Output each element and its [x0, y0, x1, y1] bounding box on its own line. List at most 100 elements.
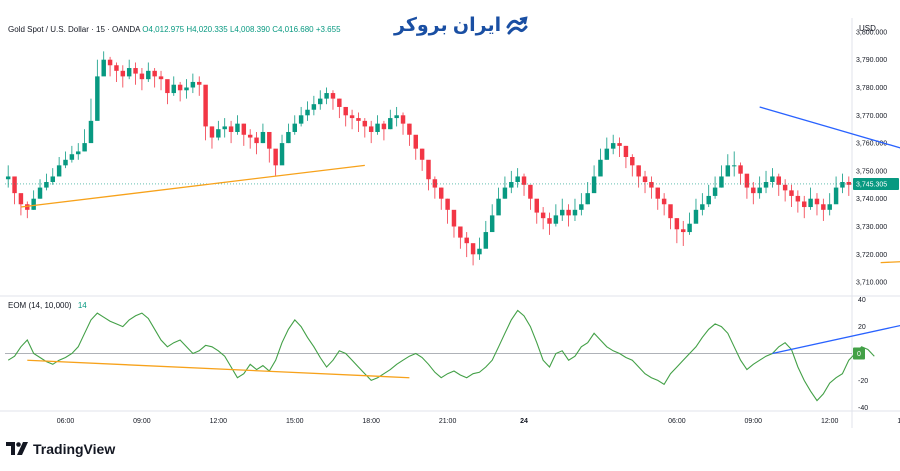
candle-body — [279, 143, 285, 166]
time-axis-tick: 09:00 — [133, 418, 151, 425]
price-trendline-blue — [759, 106, 900, 149]
time-axis-tick: 15:00 — [286, 418, 304, 425]
candle-body — [451, 209, 457, 227]
candle-body — [833, 187, 839, 205]
candle-body — [534, 198, 539, 213]
price-axis-tick: 3,800.000 — [856, 29, 887, 36]
candle-body — [254, 137, 259, 144]
candle-body — [604, 148, 610, 160]
price-axis-tick: 3,790.000 — [856, 57, 887, 64]
candle-body — [171, 84, 176, 94]
candle-body — [330, 93, 336, 99]
candle-body — [687, 223, 692, 233]
candle-body — [177, 84, 183, 91]
low-value: L4,008.390 — [229, 25, 270, 34]
candle-body — [107, 59, 113, 66]
candle-body — [719, 176, 724, 188]
candle-body — [655, 187, 660, 199]
candle-body — [432, 179, 438, 188]
candle-body — [426, 159, 431, 180]
candle-body — [292, 123, 297, 132]
candle-body — [483, 232, 489, 249]
candle-body — [318, 98, 323, 105]
candle-body — [439, 187, 444, 199]
candle-body — [566, 209, 571, 216]
candle-body — [165, 79, 170, 94]
candle-body — [738, 165, 743, 174]
candle-body — [381, 123, 387, 130]
candle-body — [152, 70, 157, 77]
candle-body — [725, 165, 731, 177]
candle-body — [731, 165, 737, 167]
broker-logo: ایران بروکر — [394, 14, 529, 37]
candle-body — [553, 215, 559, 224]
candle-body — [489, 215, 495, 233]
time-axis-tick: 12:00 — [210, 418, 228, 425]
candle-body — [400, 115, 406, 124]
candle-body — [528, 184, 533, 199]
symbol-legend: Gold Spot / U.S. Dollar · 15 · OANDA O4,… — [8, 25, 341, 34]
candle-body — [681, 229, 686, 233]
candle-body — [50, 176, 55, 183]
time-axis-tick: 06:00 — [668, 418, 686, 425]
candle-body — [846, 182, 852, 185]
open-value: O4,012.975 — [142, 25, 185, 34]
candle-body — [216, 129, 221, 138]
time-axis-tick: 21:00 — [439, 418, 457, 425]
candle-body — [260, 131, 266, 144]
eom-last-badge — [853, 347, 865, 360]
candle-body — [572, 209, 578, 216]
candle-body — [751, 187, 756, 194]
candle-body — [368, 126, 374, 132]
candle-body — [222, 126, 227, 130]
eom-axis-tick: -20 — [858, 378, 868, 385]
candle-body — [540, 212, 546, 219]
eom-axis-tick: -40 — [858, 405, 868, 412]
candle-body — [502, 187, 508, 199]
candle-body — [445, 198, 450, 210]
candle-body — [827, 204, 832, 210]
candle-body — [356, 118, 361, 121]
candle-body — [203, 84, 208, 127]
candle-body — [814, 198, 820, 205]
candle-body — [419, 148, 425, 160]
candle-body — [477, 248, 482, 255]
eom-value: 14 — [77, 301, 87, 310]
candle-body — [840, 182, 845, 188]
eom-line — [7, 309, 875, 402]
candle-body — [139, 73, 145, 80]
high-value: H4,020.335 — [186, 25, 228, 34]
tradingview-brand[interactable]: TradingView — [6, 441, 115, 457]
price-trendline-orange — [20, 164, 365, 208]
broker-logo-text: ایران بروکر — [394, 15, 502, 36]
time-axis-tick: 24 — [520, 418, 528, 425]
eom-trendline-orange — [27, 359, 410, 379]
candle-body — [496, 198, 501, 216]
candle-body — [649, 182, 654, 188]
currency-label[interactable]: USD — [859, 24, 876, 33]
eom-axis-tick: 20 — [858, 324, 866, 331]
candle-body — [757, 187, 762, 194]
candle-body — [458, 226, 463, 238]
candle-body — [69, 154, 75, 160]
time-axis-tick: 06:00 — [57, 418, 75, 425]
candle-body — [802, 201, 807, 208]
candle-body — [349, 115, 355, 119]
candle-body — [706, 195, 711, 205]
tradingview-logo-icon — [6, 442, 28, 455]
candle-body — [228, 126, 234, 132]
eom-trendline-blue — [772, 324, 900, 355]
price-axis-tick: 3,720.000 — [856, 252, 887, 259]
price-axis-tick: 3,710.000 — [856, 280, 887, 287]
candle-body — [114, 65, 119, 71]
candle-body — [515, 176, 520, 183]
candle-body — [388, 118, 393, 130]
candle-body — [591, 176, 597, 194]
time-axis-tick: 09:00 — [745, 418, 763, 425]
candle-body — [88, 120, 94, 144]
candle-body — [547, 218, 552, 224]
candle-body — [311, 104, 317, 110]
candle-body — [668, 204, 673, 219]
